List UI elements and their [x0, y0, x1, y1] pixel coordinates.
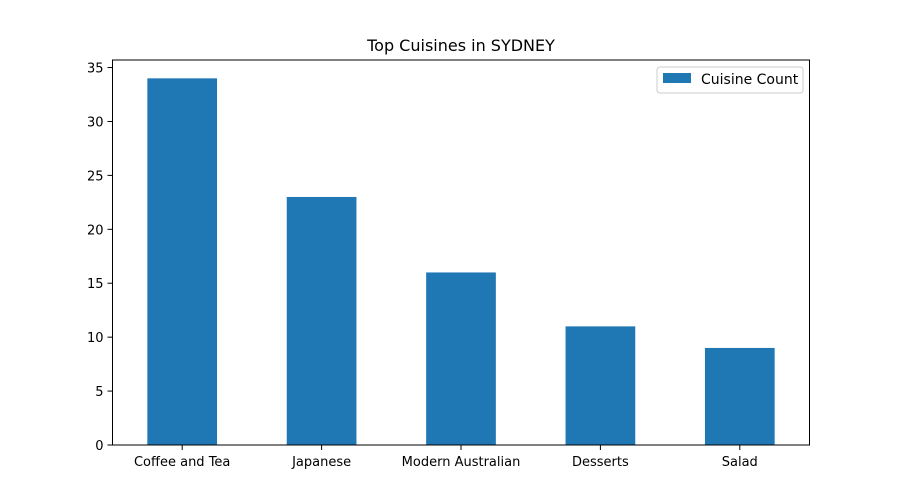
x-tick-label: Desserts: [572, 455, 629, 470]
y-axis: 0 5 10 15 20 25 30 35: [87, 62, 113, 454]
bar-1: [147, 78, 218, 445]
y-tick-label: 0: [95, 439, 103, 454]
x-tick-label: Modern Australian: [402, 455, 521, 470]
x-tick-label: Japanese: [291, 455, 351, 470]
x-axis: Coffee and Tea Japanese Modern Australian D…: [134, 445, 758, 470]
bar-3: [426, 272, 496, 445]
legend: Cuisine Count: [656, 66, 804, 94]
y-tick-label: 35: [87, 62, 104, 77]
bar-5: [704, 347, 775, 445]
bar-4: [565, 326, 636, 445]
legend-box: [656, 66, 804, 94]
x-tick-label: Salad: [722, 455, 758, 470]
y-tick-label: 5: [95, 385, 103, 400]
x-tick-label: Coffee and Tea: [134, 455, 230, 470]
y-tick-label: 10: [87, 331, 104, 346]
y-tick-label: 25: [87, 169, 104, 184]
plot-frame: [112, 59, 810, 446]
legend-label: Cuisine Count: [701, 72, 799, 88]
y-tick-label: 20: [87, 223, 104, 238]
bars-layer: [147, 78, 775, 445]
y-tick-label: 15: [87, 277, 104, 292]
chart-title: Top Cuisines in SYDNEY: [366, 36, 555, 55]
y-tick-label: 30: [87, 115, 104, 130]
legend-swatch: [663, 73, 691, 83]
bar-2: [286, 196, 357, 445]
